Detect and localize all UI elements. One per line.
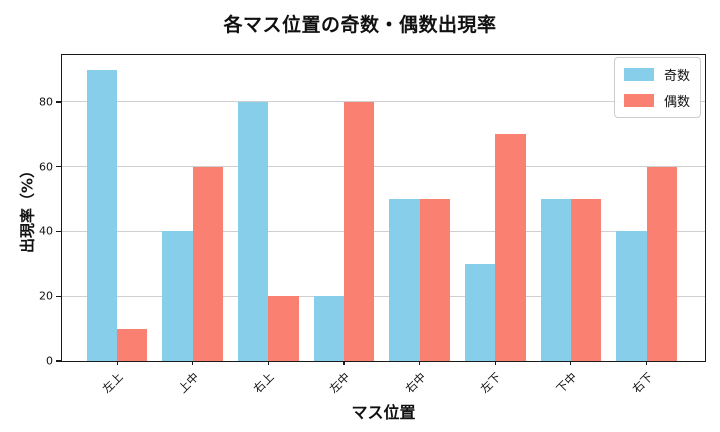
y-tick-label: 60 (39, 160, 53, 174)
bar-odd (313, 296, 344, 361)
y-tick-mark (55, 166, 61, 168)
x-tick-mark (570, 361, 572, 365)
legend-label-even: 偶数 (663, 95, 690, 110)
y-tick-label: 80 (39, 95, 53, 109)
y-tick-label: 20 (39, 289, 53, 303)
legend-swatch-odd (623, 68, 654, 81)
y-tick-mark (55, 360, 61, 362)
chart-title: 各マス位置の奇数・偶数出現率 (223, 14, 497, 36)
legend: 奇数 偶数 (613, 57, 701, 118)
x-tick-label: 左上 (99, 369, 126, 396)
x-axis-label: マス位置 (351, 403, 416, 422)
x-tick-label: 右中 (402, 369, 429, 396)
x-tick-mark (116, 361, 118, 365)
legend-entry-odd: 奇数 (623, 65, 690, 84)
legend-swatch-even (623, 94, 654, 107)
x-tick-label: 下中 (553, 369, 580, 396)
legend-label-odd: 奇数 (663, 69, 690, 84)
bar-odd (86, 69, 118, 361)
x-tick-mark (343, 361, 345, 365)
y-tick-mark (55, 101, 61, 103)
bar-odd (238, 101, 269, 361)
bar-odd (389, 199, 420, 361)
x-tick-label: 左中 (326, 369, 353, 396)
bar-even (268, 296, 299, 361)
bar-odd (540, 199, 571, 361)
x-tick-label: 左下 (477, 369, 504, 396)
y-tick-mark (55, 230, 61, 233)
bar-even (343, 101, 375, 361)
bar-even (117, 328, 148, 361)
bar-even (419, 199, 450, 361)
bar-odd (616, 231, 647, 361)
x-tick-label: 右下 (628, 369, 656, 396)
bar-even (570, 199, 602, 361)
y-axis-label: 出現率（%） (18, 162, 37, 254)
x-tick-label: 上中 (175, 369, 202, 396)
x-tick-mark (419, 361, 421, 365)
x-tick-mark (645, 361, 648, 365)
gridline-60 (62, 166, 705, 168)
x-tick-mark (192, 361, 194, 365)
gridline-20 (62, 295, 705, 297)
bar-odd (465, 263, 496, 361)
x-tick-mark (267, 361, 269, 365)
y-tick-label: 40 (39, 224, 53, 238)
x-tick-label: 右上 (250, 369, 277, 396)
bar-even (495, 134, 526, 361)
gridline-40 (62, 230, 705, 232)
plot-area: 奇数 偶数 0 20 40 60 80 左上 上中 右上 左中 右中 左下 下中 右下 (39, 54, 706, 396)
legend-entry-even: 偶数 (623, 91, 690, 110)
bar-odd (162, 231, 193, 361)
gridline-80 (62, 101, 705, 103)
bar-even (192, 166, 223, 361)
bar-even (646, 166, 677, 361)
x-tick-mark (494, 361, 496, 365)
y-tick-label: 0 (46, 354, 53, 368)
y-tick-mark (55, 295, 61, 297)
